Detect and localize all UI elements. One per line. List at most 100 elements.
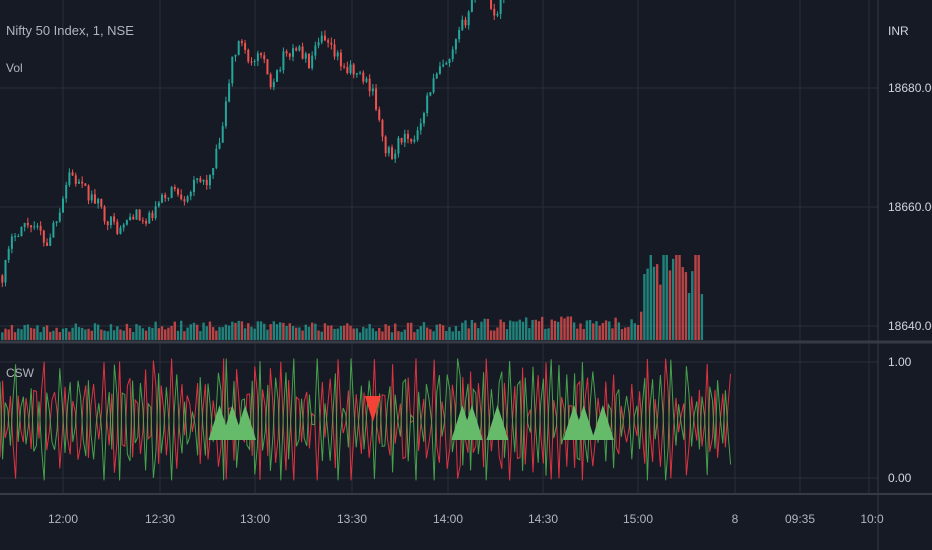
volume-bar	[7, 329, 10, 340]
volume-bar	[592, 323, 595, 340]
volume-bar	[326, 325, 330, 340]
currency-label: INR	[888, 24, 909, 38]
signal-down-triangle	[364, 396, 381, 422]
volume-bar	[189, 324, 192, 340]
candle-body	[145, 221, 148, 224]
volume-bar	[279, 322, 282, 340]
candle-body	[355, 73, 358, 75]
volume-bar	[211, 327, 215, 340]
volume-bar	[451, 331, 454, 340]
candle-body	[138, 209, 141, 221]
candle-body	[84, 183, 87, 186]
symbol-title[interactable]: Nifty 50 Index, 1, NSE	[6, 23, 134, 38]
candle-body	[384, 136, 387, 154]
candle-body	[320, 35, 323, 43]
time-axis-label: 14:00	[432, 512, 464, 526]
candle-body	[343, 66, 346, 68]
volume-bar	[336, 328, 339, 340]
volume-bar	[199, 331, 202, 340]
candle-body	[419, 123, 422, 131]
candle-body	[10, 236, 13, 249]
volume-bar	[461, 322, 464, 340]
price-axis-label: 18640.00	[888, 319, 932, 333]
volume-bar	[524, 317, 528, 340]
candle-body	[103, 206, 106, 222]
candle-body	[58, 212, 61, 222]
candle-body	[336, 52, 339, 57]
volume-bar	[23, 325, 26, 340]
candle-body	[391, 147, 394, 159]
volume-bar	[649, 255, 652, 340]
volume-bar	[438, 323, 442, 340]
indicator-label[interactable]: CSW	[6, 366, 34, 380]
candle-body	[250, 61, 253, 63]
volume-bar	[320, 331, 323, 340]
candle-body	[333, 44, 336, 57]
volume-bar	[691, 271, 694, 340]
volume-bar	[671, 258, 675, 340]
volume-bar	[339, 326, 343, 340]
volume-bar	[355, 328, 359, 340]
candle-body	[368, 78, 371, 92]
volume-bar	[52, 330, 55, 340]
candle-body	[221, 126, 224, 143]
volume-bar	[358, 332, 362, 340]
candle-body	[132, 216, 135, 220]
candle-body	[189, 192, 192, 197]
candle-body	[359, 72, 362, 74]
volume-bar	[509, 320, 512, 340]
volume-bar	[403, 329, 407, 340]
volume-bar	[243, 328, 247, 340]
volume-bar	[192, 322, 196, 340]
volume-bar	[499, 319, 502, 340]
volume-bar	[80, 327, 84, 340]
volume-bar	[307, 326, 311, 340]
candle-body	[295, 48, 298, 51]
volume-bar	[445, 331, 448, 340]
candle-body	[314, 45, 317, 56]
candle-body	[14, 236, 17, 238]
volume-bar	[45, 325, 49, 340]
volume-bar	[61, 328, 65, 340]
candle-body	[141, 220, 144, 222]
candle-body	[407, 133, 409, 139]
candle-body	[7, 248, 10, 261]
volume-bar	[227, 325, 231, 340]
volume-bar	[595, 321, 598, 340]
volume-bar	[512, 321, 515, 340]
candle-body	[106, 221, 109, 226]
volume-bar	[314, 323, 317, 340]
candle-body	[416, 130, 419, 140]
candle-body	[499, 0, 502, 15]
candle-body	[205, 179, 208, 186]
volume-bar	[550, 319, 553, 340]
candle-body	[432, 78, 435, 93]
volume-bar	[486, 318, 490, 340]
volume-bar	[448, 327, 451, 340]
volume-bar	[598, 325, 601, 340]
volume-bar	[240, 321, 244, 340]
candle-body	[244, 43, 247, 50]
volume-bar	[49, 331, 52, 340]
volume-bar	[601, 323, 605, 340]
volume-bar	[425, 327, 429, 340]
volume-bar	[473, 322, 477, 340]
volume-bar	[579, 323, 582, 340]
candle-body	[330, 42, 333, 45]
volume-bar	[58, 332, 62, 340]
volume-bar	[224, 324, 228, 340]
volume-label[interactable]: Vol	[6, 61, 23, 75]
volume-bar	[285, 325, 288, 340]
volume-bar	[173, 321, 177, 340]
candle-body	[20, 226, 23, 237]
volume-bar	[381, 331, 384, 340]
volume-bar	[148, 326, 151, 340]
volume-bar	[457, 331, 461, 340]
candle-body	[349, 64, 352, 73]
volume-bar	[266, 329, 269, 340]
candle-body	[301, 46, 304, 59]
volume-bar	[77, 327, 81, 340]
candles	[1, 0, 505, 288]
time-axis-label: 13:30	[336, 512, 368, 526]
